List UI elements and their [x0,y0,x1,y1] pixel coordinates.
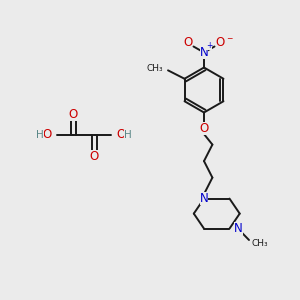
Text: O: O [200,122,208,135]
Text: H: H [124,130,132,140]
Text: O: O [216,36,225,50]
Text: +: + [206,40,212,50]
Text: O: O [183,36,192,50]
Text: O: O [69,107,78,121]
Text: CH₃: CH₃ [146,64,163,73]
Text: O: O [43,128,52,142]
Text: −: − [226,34,232,43]
Text: N: N [200,46,208,59]
Text: H: H [36,130,44,140]
Text: O: O [90,149,99,163]
Text: O: O [116,128,125,142]
Text: N: N [234,222,243,235]
Text: CH₃: CH₃ [252,239,268,248]
Text: N: N [200,192,208,205]
